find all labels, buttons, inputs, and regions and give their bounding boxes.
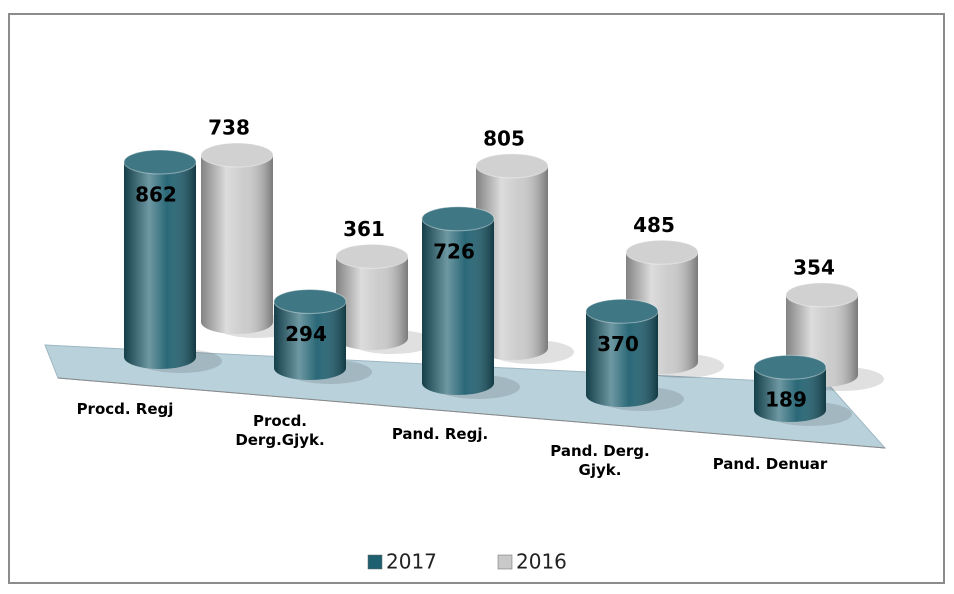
x-tick-label: Procd. Regj <box>76 400 174 418</box>
cylinder-top <box>785 282 859 308</box>
x-tick-label: Pand. Regj. <box>391 425 489 443</box>
cylinder-top <box>123 149 197 175</box>
cylinder-shade <box>422 218 494 395</box>
value-label: 354 <box>793 255 835 279</box>
value-label: 294 <box>285 322 327 346</box>
cylinder-top-shade <box>786 282 858 307</box>
cylinder: 738 <box>200 116 299 338</box>
cylinder: 370 <box>585 298 684 411</box>
cylinder-shade <box>586 311 658 407</box>
cylinder-shade <box>124 162 196 369</box>
cylinder: 862 <box>123 149 222 373</box>
cylinder: 361 <box>335 217 434 354</box>
value-label: 370 <box>597 332 639 356</box>
cylinder-shade <box>274 301 346 380</box>
value-label: 726 <box>433 239 475 263</box>
legend-swatch <box>497 554 513 570</box>
x-tick-label: Procd. Derg.Gjyk. <box>235 412 325 449</box>
cylinder: 485 <box>625 213 724 378</box>
cylinder-top-shade <box>586 299 658 324</box>
cylinder-shade <box>754 367 826 422</box>
value-label: 862 <box>135 183 177 207</box>
legend-label: 2016 <box>516 550 567 574</box>
x-axis <box>57 377 886 449</box>
legend-label: 2017 <box>386 550 437 574</box>
value-label: 805 <box>483 126 525 150</box>
cylinder-top-shade <box>754 355 826 380</box>
value-label: 738 <box>208 116 250 140</box>
cylinder-shade <box>201 155 273 334</box>
value-label: 485 <box>633 213 675 237</box>
cylinder: 294 <box>273 288 372 384</box>
cylinder: 354 <box>785 255 884 391</box>
cylinder: 189 <box>753 354 852 426</box>
cylinder-top <box>585 298 659 324</box>
cylinder-shade <box>336 256 408 350</box>
cylinder-top <box>625 239 699 265</box>
value-label: 361 <box>343 217 385 241</box>
cylinder-top-shade <box>336 244 408 269</box>
cylinder-top-shade <box>274 289 346 314</box>
cylinder-top-shade <box>476 153 548 178</box>
cylinder-top <box>475 153 549 179</box>
cylinder-top <box>200 142 274 168</box>
cylinder-top <box>273 288 347 314</box>
cylinder-top-shade <box>124 150 196 174</box>
cylinder: 726 <box>421 206 520 399</box>
cylinder-top <box>421 206 495 232</box>
cylinder-top-shade <box>201 143 273 168</box>
legend-swatch <box>367 554 383 570</box>
x-tick-label: Pand. Denuar <box>712 455 828 473</box>
cylinder-top-shade <box>422 206 494 231</box>
cylinder-top-shade <box>626 240 698 265</box>
value-label: 189 <box>765 388 807 412</box>
cylinder-top <box>335 243 409 269</box>
cylinder-top <box>753 354 827 380</box>
x-tick-label: Pand. Derg. Gjyk. <box>550 442 650 479</box>
